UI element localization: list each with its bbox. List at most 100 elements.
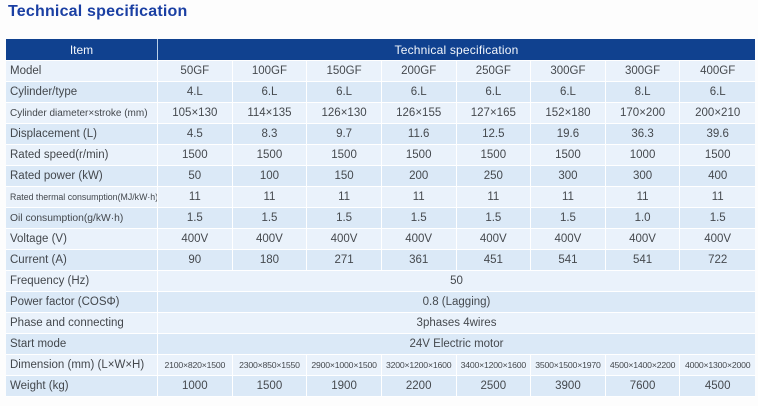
spec-value: 541 [531, 250, 606, 270]
row-label: Weight (kg) [6, 376, 158, 396]
table-row-rated-power: Rated power (kW) 50 100 150 200 250 300 … [6, 166, 755, 187]
spec-value: 6.L [457, 82, 532, 102]
table-row-phase: Phase and connecting 3phases 4wires [6, 313, 755, 334]
spec-value: 114×135 [233, 103, 308, 123]
spec-value: 300 [606, 166, 681, 186]
spec-value: 150GF [307, 61, 382, 81]
spec-value: 4500 [704, 380, 731, 392]
spec-value: 126×130 [307, 103, 382, 123]
spec-value: 127×165 [457, 103, 532, 123]
spec-value: 400V [606, 229, 681, 249]
spec-value: 1.5 [382, 208, 457, 228]
spec-value: 180 [233, 250, 308, 270]
spec-value: 1000 [606, 145, 681, 165]
spec-value: 105×130 [158, 103, 233, 123]
spec-value: 400 [708, 170, 728, 182]
spec-value: 50 [158, 166, 233, 186]
table-row-start-mode: Start mode 24V Electric motor [6, 334, 755, 355]
table-row-voltage: Voltage (V) 400V 400V 400V 400V 400V 400… [6, 229, 755, 250]
row-label: Displacement (L) [6, 124, 158, 144]
spec-value: 1500 [704, 149, 731, 161]
spec-value: 300 [531, 166, 606, 186]
row-label: Power factor (COSΦ) [6, 292, 158, 312]
table-row-rated-speed: Rated speed(r/min) 1500 1500 1500 1500 1… [6, 145, 755, 166]
spec-value: 9.7 [307, 124, 382, 144]
row-label: Start mode [6, 334, 158, 354]
spec-value: 1500 [158, 145, 233, 165]
spec-value: 11 [711, 191, 724, 203]
table-row-model: Model 50GF 100GF 150GF 200GF 250GF 300GF… [6, 61, 755, 82]
row-label: Dimension (mm) (L×W×H) [6, 355, 158, 375]
spec-value: 19.6 [531, 124, 606, 144]
spec-value: 1.0 [606, 208, 681, 228]
spec-value: 1.5 [457, 208, 532, 228]
table-row-current: Current (A) 90 180 271 361 451 541 541 7… [6, 250, 755, 271]
spec-value: 1500 [382, 145, 457, 165]
row-label: Model [6, 61, 158, 81]
spec-value: 300GF [531, 61, 606, 81]
spec-value: 250GF [457, 61, 532, 81]
spec-value: 400GF [700, 65, 736, 77]
table-row-dimension: Dimension (mm) (L×W×H) 2100×820×1500 230… [6, 355, 755, 376]
spec-value: 11 [158, 187, 233, 207]
spec-value: 1500 [531, 145, 606, 165]
spec-value: 12.5 [457, 124, 532, 144]
spec-value: 1.5 [233, 208, 308, 228]
spec-value: 1.5 [307, 208, 382, 228]
spec-value: 4.5 [158, 124, 233, 144]
table-row-cylinder-type: Cylinder/type 4.L 6.L 6.L 6.L 6.L 6.L 8.… [6, 82, 755, 103]
table-row-weight: Weight (kg) 1000 1500 1900 2200 2500 390… [6, 376, 755, 397]
table-row-displacement: Displacement (L) 4.5 8.3 9.7 11.6 12.5 1… [6, 124, 755, 145]
row-label: Frequency (Hz) [6, 271, 158, 291]
spec-value: 6.L [382, 82, 457, 102]
page-title: Technical specification [8, 3, 188, 20]
spec-value: 1500 [307, 145, 382, 165]
spec-value: 11 [606, 187, 681, 207]
spec-value: 4000×1300×2000 [685, 360, 751, 370]
spec-value: 400V [158, 229, 233, 249]
spec-value: 1.5 [158, 208, 233, 228]
spec-value: 400V [382, 229, 457, 249]
merged-value: 50 [450, 275, 463, 287]
spec-value: 1.5 [709, 212, 726, 224]
merged-value: 0.8 (Lagging) [422, 296, 491, 308]
spec-value: 36.3 [606, 124, 681, 144]
row-label: Cylinder/type [6, 82, 158, 102]
table-row-frequency: Frequency (Hz) 50 [6, 271, 755, 292]
spec-value: 11 [233, 187, 308, 207]
row-label: Rated speed(r/min) [6, 145, 158, 165]
spec-value: 271 [307, 250, 382, 270]
spec-value: 170×200 [606, 103, 681, 123]
table-body: Model 50GF 100GF 150GF 200GF 250GF 300GF… [6, 61, 755, 397]
merged-value: 24V Electric motor [409, 338, 504, 350]
table-row-thermal-consumption: Rated thermal consumption(MJ/kW·h) 11 11… [6, 187, 755, 208]
spec-value: 200 [382, 166, 457, 186]
spec-value: 11 [457, 187, 532, 207]
spec-value: 4500×1400×2200 [606, 355, 681, 375]
row-label: Voltage (V) [6, 229, 158, 249]
spec-value: 1900 [307, 376, 382, 396]
spec-value: 722 [708, 254, 728, 266]
table-header-row: Item Technical specification [6, 39, 755, 61]
spec-value: 1500 [233, 145, 308, 165]
spec-value: 1.5 [531, 208, 606, 228]
table-row-cylinder-diameter: Cylinder diameter×stroke (mm) 105×130 11… [6, 103, 755, 124]
spec-value: 1000 [158, 376, 233, 396]
spec-value: 8.L [606, 82, 681, 102]
spec-value: 200GF [382, 61, 457, 81]
spec-value: 90 [158, 250, 233, 270]
spec-value: 300GF [606, 61, 681, 81]
spec-value: 2200 [382, 376, 457, 396]
spec-value: 39.6 [706, 128, 729, 140]
row-label: Phase and connecting [6, 313, 158, 333]
spec-value: 200×210 [695, 107, 741, 119]
spec-value: 3400×1200×1600 [457, 355, 532, 375]
spec-value: 361 [382, 250, 457, 270]
spec-value: 6.L [307, 82, 382, 102]
spec-value: 2500 [457, 376, 532, 396]
spec-value: 2300×850×1550 [233, 355, 308, 375]
merged-value: 3phases 4wires [416, 317, 497, 329]
spec-value: 6.L [233, 82, 308, 102]
spec-value: 400V [457, 229, 532, 249]
